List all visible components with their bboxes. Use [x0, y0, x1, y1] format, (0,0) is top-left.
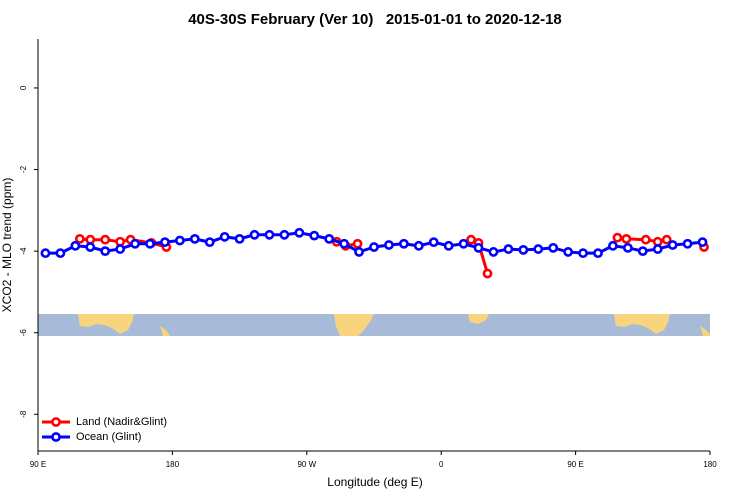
data-point: [548, 242, 559, 253]
data-point: [384, 240, 394, 250]
land-shape: [160, 326, 170, 336]
legend-label: Ocean (Glint): [76, 431, 141, 443]
data-point: [249, 229, 260, 240]
data-point: [279, 229, 290, 240]
legend-marker: [51, 432, 61, 442]
data-point: [637, 246, 648, 257]
data-point: [115, 244, 126, 254]
chart-title: 40S-30S February (Ver 10) 2015-01-01 to …: [188, 11, 562, 28]
data-point: [294, 227, 305, 238]
data-point: [40, 248, 51, 259]
data-point: [309, 230, 320, 241]
data-point: [473, 242, 484, 253]
data-point: [324, 233, 335, 244]
land-shape: [614, 314, 670, 334]
data-point: [70, 240, 81, 251]
data-point: [55, 248, 66, 259]
land-shape: [78, 314, 134, 334]
data-point: [640, 234, 651, 245]
data-point: [682, 238, 693, 249]
data-point: [488, 247, 499, 257]
data-point: [533, 244, 544, 254]
data-point: [667, 240, 678, 250]
legend-marker: [51, 417, 61, 427]
ocean-strip: [38, 314, 710, 336]
land-shape: [700, 326, 710, 336]
data-point: [189, 233, 200, 244]
x-axis-label: Longitude (deg E): [327, 475, 422, 489]
data-point: [697, 237, 708, 248]
data-point: [369, 242, 379, 252]
data-point: [339, 238, 350, 249]
data-point: [608, 240, 618, 251]
x-tick-label: 90 W: [297, 460, 316, 469]
y-tick-label: -2: [19, 165, 28, 173]
data-point: [85, 242, 96, 252]
data-point: [652, 244, 663, 254]
data-point: [130, 238, 140, 249]
x-tick-label: 90 E: [567, 460, 583, 469]
data-point: [593, 248, 603, 259]
data-point: [563, 247, 574, 257]
data-point: [219, 231, 230, 242]
data-point: [234, 233, 245, 244]
data-point: [482, 268, 493, 279]
data-point: [264, 229, 275, 240]
data-point: [622, 242, 633, 253]
y-tick-label: -4: [19, 247, 28, 255]
data-point: [398, 238, 409, 249]
data-point: [174, 235, 185, 246]
data-point: [466, 234, 476, 245]
x-tick-label: 90 E: [30, 460, 46, 469]
data-point: [100, 234, 111, 245]
data-point: [145, 238, 155, 249]
data-point: [578, 248, 588, 259]
data-point: [204, 237, 215, 248]
x-tick-label: 180: [166, 460, 180, 469]
data-point: [74, 233, 85, 244]
data-point: [518, 244, 529, 255]
data-point: [661, 234, 672, 245]
data-point: [458, 238, 469, 249]
y-tick-label: -6: [19, 329, 28, 337]
y-axis-label: XCO2 - MLO trend (ppm): [0, 178, 14, 313]
land-shape: [334, 314, 374, 336]
data-point: [354, 247, 364, 257]
legend-label: Land (Nadir&Glint): [76, 416, 167, 428]
land-shape: [468, 314, 489, 324]
y-tick-label: -8: [19, 410, 28, 418]
data-point: [428, 237, 439, 248]
data-point: [612, 232, 623, 243]
data-point: [503, 244, 514, 254]
data-point: [443, 240, 454, 251]
x-tick-label: 180: [703, 460, 717, 469]
data-point: [352, 238, 363, 249]
y-tick-label: 0: [19, 85, 28, 90]
data-point: [413, 240, 424, 251]
data-point: [621, 233, 632, 244]
data-point: [160, 237, 170, 248]
data-point: [100, 246, 111, 257]
x-tick-label: 0: [439, 460, 444, 469]
map-strip: [38, 314, 710, 336]
